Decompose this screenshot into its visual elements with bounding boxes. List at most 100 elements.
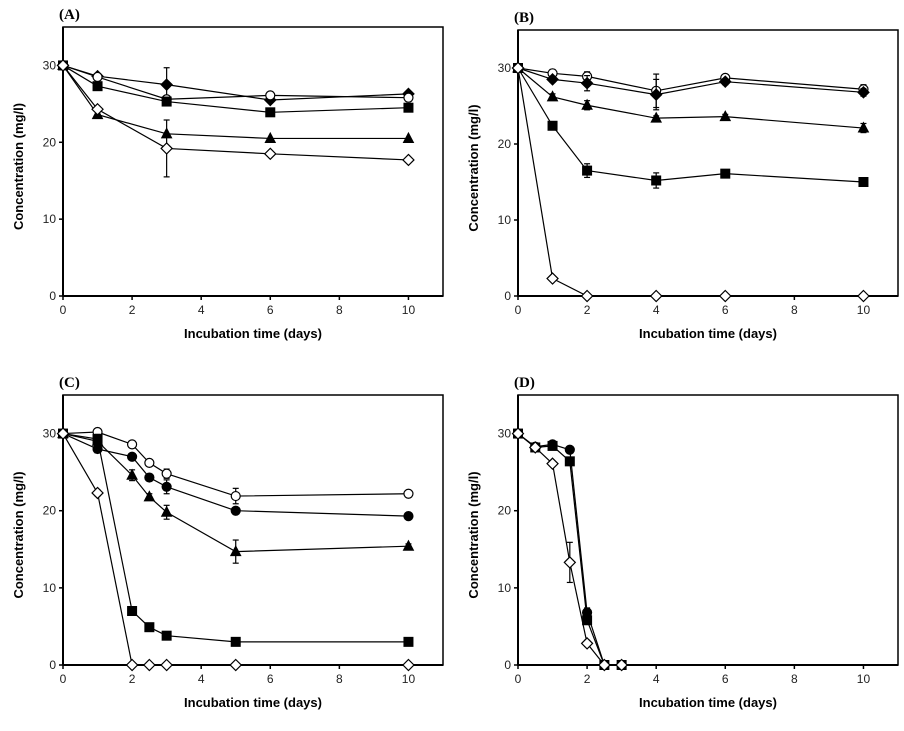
x-tick-label: 8 — [791, 672, 798, 686]
data-point — [547, 440, 558, 451]
series-line — [62, 65, 409, 140]
data-point — [564, 444, 575, 455]
data-point — [403, 636, 414, 647]
data-point — [144, 622, 155, 633]
data-point — [857, 289, 870, 303]
y-tick-label: 0 — [504, 289, 511, 303]
data-point — [718, 75, 732, 89]
series-filled-square — [513, 63, 869, 189]
data-point — [143, 658, 156, 672]
data-point — [563, 556, 577, 569]
series-filled-triangle — [512, 61, 870, 134]
x-axis-title: Incubation time (days) — [184, 326, 322, 341]
panel-label: (B) — [514, 10, 534, 26]
data-point — [720, 168, 731, 179]
data-point — [91, 486, 104, 500]
data-point — [511, 427, 525, 440]
data-point — [56, 59, 70, 72]
x-tick-label: 10 — [857, 672, 871, 686]
data-point — [403, 102, 414, 113]
data-point — [126, 439, 138, 450]
x-tick-label: 0 — [515, 672, 522, 686]
y-tick-label: 10 — [498, 213, 512, 227]
plot-frame — [517, 394, 899, 666]
x-tick-label: 0 — [60, 303, 67, 317]
data-point — [580, 637, 594, 650]
data-point — [402, 658, 415, 672]
series-open-circle — [57, 426, 414, 505]
y-tick-label: 20 — [498, 504, 512, 518]
x-tick-label: 8 — [336, 303, 343, 317]
x-axis-title: Incubation time (days) — [639, 326, 777, 341]
x-tick-label: 4 — [198, 672, 205, 686]
y-tick-label: 10 — [498, 581, 512, 595]
series-open-diamond — [56, 59, 415, 178]
x-tick-label: 2 — [584, 303, 591, 317]
series-line — [62, 64, 409, 100]
data-point — [546, 457, 559, 471]
data-point — [511, 61, 525, 75]
x-tick-label: 8 — [791, 303, 798, 317]
data-point — [143, 490, 156, 502]
x-tick-label: 6 — [267, 672, 274, 686]
data-point — [582, 615, 593, 626]
series-line — [517, 67, 864, 129]
x-tick-label: 4 — [653, 672, 660, 686]
data-point — [650, 111, 663, 123]
x-tick-label: 6 — [267, 303, 274, 317]
data-point — [402, 131, 415, 143]
x-tick-label: 10 — [402, 303, 416, 317]
series-open-circle — [512, 62, 869, 109]
data-point — [857, 85, 870, 99]
data-point — [858, 177, 869, 187]
panel-label: (A) — [59, 7, 80, 23]
data-point — [546, 90, 559, 102]
data-point — [56, 427, 70, 440]
data-point — [857, 121, 870, 133]
data-point — [229, 545, 242, 557]
data-point — [402, 153, 415, 167]
panel-2: (C) 0 2 4 6 8 10 0 10 20 30 Incubation time (days) C… — [11, 375, 444, 710]
series-line — [62, 64, 409, 113]
data-point — [161, 96, 172, 107]
x-tick-label: 4 — [653, 303, 660, 317]
y-axis-title: Concentration (mg/l) — [466, 104, 481, 231]
data-point — [719, 110, 732, 122]
series-open-diamond — [511, 61, 870, 303]
x-tick-label: 10 — [857, 303, 871, 317]
data-point — [161, 481, 172, 492]
panel-label: (C) — [59, 375, 80, 391]
data-point — [581, 98, 593, 110]
y-axis-title: Concentration (mg/l) — [11, 103, 26, 230]
x-tick-label: 0 — [60, 672, 67, 686]
series-open-diamond — [511, 427, 628, 672]
series-filled-diamond — [56, 59, 415, 107]
data-point — [265, 107, 276, 118]
y-tick-label: 0 — [49, 289, 56, 303]
y-tick-label: 30 — [498, 427, 512, 441]
data-point — [402, 539, 415, 551]
x-tick-label: 4 — [198, 303, 205, 317]
data-point — [126, 451, 138, 462]
y-axis-title: Concentration (mg/l) — [466, 471, 481, 598]
data-point — [91, 102, 104, 116]
data-point — [125, 658, 139, 672]
x-tick-label: 2 — [129, 303, 136, 317]
x-tick-label: 2 — [129, 672, 136, 686]
y-tick-label: 10 — [43, 212, 57, 226]
series-filled-triangle — [57, 58, 415, 143]
data-point — [649, 88, 663, 101]
data-point — [615, 658, 628, 672]
series-line — [62, 431, 409, 497]
panel-label: (D) — [514, 375, 535, 391]
data-point — [403, 92, 414, 103]
y-tick-label: 10 — [43, 581, 57, 595]
data-point — [718, 289, 732, 303]
data-point — [598, 658, 611, 672]
data-point — [564, 456, 575, 467]
data-point — [580, 289, 594, 303]
data-point — [265, 90, 276, 101]
series-line — [517, 67, 864, 92]
data-point — [161, 630, 172, 641]
data-point — [160, 142, 173, 155]
